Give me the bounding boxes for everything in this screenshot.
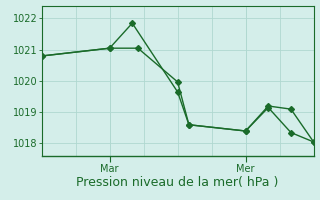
- X-axis label: Pression niveau de la mer( hPa ): Pression niveau de la mer( hPa ): [76, 176, 279, 189]
